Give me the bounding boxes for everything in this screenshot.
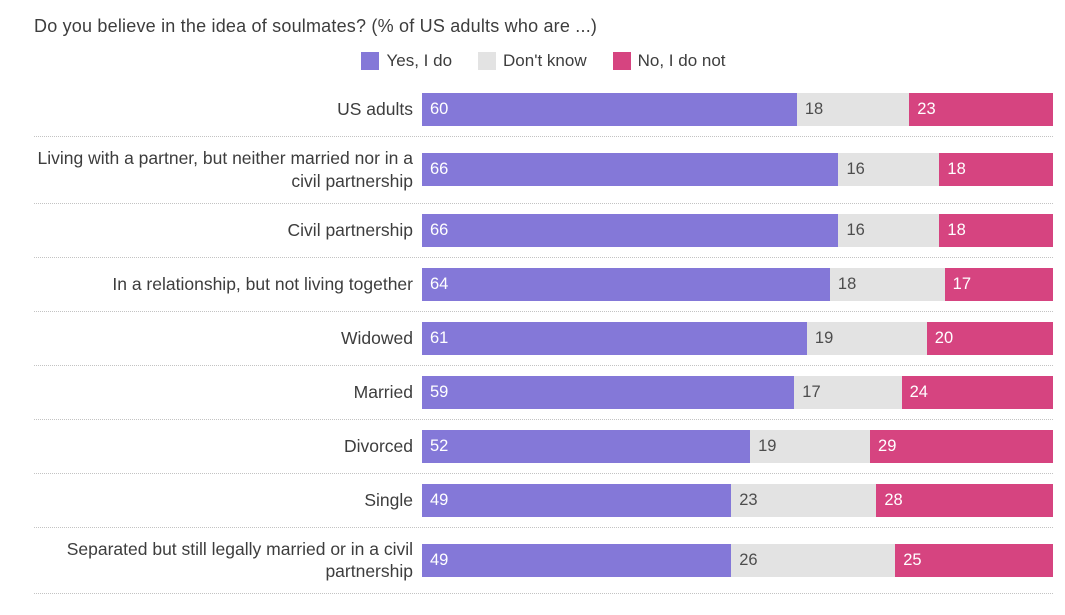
chart-row: Single 49 23 28 xyxy=(34,472,1053,527)
segment-value: 19 xyxy=(814,328,834,347)
stacked-bar: 66 16 18 xyxy=(422,153,1053,187)
bar-segment-don-t-know: 19 xyxy=(806,321,927,355)
bar-segment-no-i-do-not: 24 xyxy=(901,375,1053,409)
legend-label: Yes, I do xyxy=(386,51,453,70)
segment-value: 49 xyxy=(430,550,449,569)
bar-segment-yes-i-do: 52 xyxy=(422,429,751,463)
category-label: Divorced xyxy=(343,435,413,456)
legend-label: No, I do not xyxy=(637,51,726,70)
bar-segment-yes-i-do: 66 xyxy=(422,153,839,187)
segment-value: 20 xyxy=(934,328,954,347)
bar-segment-no-i-do-not: 18 xyxy=(939,153,1053,187)
stacked-bar: 66 16 18 xyxy=(422,213,1053,247)
chart-row: US adults 60 18 23 xyxy=(34,83,1053,136)
segment-value: 17 xyxy=(952,274,972,293)
chart-row: Divorced 52 19 29 xyxy=(34,418,1053,473)
bar-segment-no-i-do-not: 29 xyxy=(870,429,1053,463)
bar-segment-don-t-know: 19 xyxy=(750,429,871,463)
chart-title: Do you believe in the idea of soulmates?… xyxy=(34,16,598,36)
segment-value: 64 xyxy=(430,274,449,293)
soulmates-chart: Do you believe in the idea of soulmates?… xyxy=(34,16,1054,594)
bar-segment-yes-i-do: 60 xyxy=(422,93,797,126)
bar-segment-no-i-do-not: 17 xyxy=(944,267,1054,301)
segment-value: 24 xyxy=(909,382,928,401)
chart-row: Married 59 17 24 xyxy=(34,364,1053,419)
segment-value: 59 xyxy=(430,382,449,401)
category-label: Separated but still legally married or i… xyxy=(66,538,413,582)
chart-row: Widowed 61 19 20 xyxy=(34,310,1053,365)
bar-segment-no-i-do-not: 23 xyxy=(909,93,1053,126)
bar-segment-don-t-know: 18 xyxy=(796,93,910,126)
legend-item-yes-i-do: Yes, I do xyxy=(361,51,452,71)
segment-value: 18 xyxy=(837,274,857,293)
legend-item-no-i-do-not: No, I do not xyxy=(612,51,726,71)
bar-segment-yes-i-do: 66 xyxy=(422,213,839,247)
bar-segment-no-i-do-not: 20 xyxy=(926,321,1053,355)
segment-value: 18 xyxy=(947,160,966,179)
segment-value: 18 xyxy=(804,100,824,118)
bar-segment-don-t-know: 17 xyxy=(794,375,902,409)
bar-segment-no-i-do-not: 18 xyxy=(939,213,1053,247)
category-label: Married xyxy=(353,381,413,402)
category-label: US adults xyxy=(337,99,413,120)
stacked-bar: 64 18 17 xyxy=(422,267,1054,301)
legend-swatch-don-t-know xyxy=(478,52,497,70)
segment-value: 28 xyxy=(884,490,903,509)
legend-label: Don't know xyxy=(503,51,587,70)
bar-rows: US adults 60 18 23 Living with a partner, bu… xyxy=(34,83,1054,594)
bar-segment-don-t-know: 16 xyxy=(838,153,940,187)
bar-segment-don-t-know: 16 xyxy=(838,213,940,247)
bar-segment-don-t-know: 18 xyxy=(829,267,945,301)
legend-swatch-yes-i-do xyxy=(361,52,380,70)
stacked-bar: 52 19 29 xyxy=(422,429,1053,463)
stacked-bar: 49 23 28 xyxy=(422,483,1053,517)
stacked-bar: 49 26 25 xyxy=(422,543,1053,577)
segment-value: 61 xyxy=(430,328,449,347)
legend-swatch-no-i-do-not xyxy=(612,52,631,70)
bar-segment-yes-i-do: 49 xyxy=(422,483,732,517)
bar-segment-don-t-know: 26 xyxy=(731,543,896,577)
segment-value: 23 xyxy=(917,100,936,118)
bar-segment-yes-i-do: 64 xyxy=(422,267,830,301)
bar-segment-yes-i-do: 49 xyxy=(422,543,732,577)
chart-row: In a relationship, but not living togeth… xyxy=(34,256,1054,311)
legend-item-don-t-know: Don't know xyxy=(478,51,587,71)
segment-value: 49 xyxy=(430,490,449,509)
bar-segment-no-i-do-not: 28 xyxy=(876,483,1053,517)
segment-value: 29 xyxy=(878,436,897,455)
category-label: Living with a partner, but neither marri… xyxy=(37,148,413,191)
segment-value: 18 xyxy=(947,220,966,239)
segment-value: 66 xyxy=(430,220,449,239)
legend: Yes, I do Don't know No, I do not xyxy=(34,51,1053,71)
chart-row: Living with a partner, but neither marri… xyxy=(34,136,1053,203)
category-label: Single xyxy=(364,489,413,510)
stacked-bar: 60 18 23 xyxy=(422,93,1053,126)
segment-value: 26 xyxy=(739,550,758,569)
segment-value: 25 xyxy=(903,550,922,569)
bar-segment-no-i-do-not: 25 xyxy=(895,543,1053,577)
segment-value: 17 xyxy=(802,382,821,401)
segment-value: 60 xyxy=(430,100,449,118)
category-label: Civil partnership xyxy=(287,219,413,240)
bar-segment-yes-i-do: 59 xyxy=(422,375,795,409)
bar-segment-don-t-know: 23 xyxy=(731,483,877,517)
stacked-bar: 61 19 20 xyxy=(422,321,1053,355)
segment-value: 52 xyxy=(430,436,449,455)
bar-segment-yes-i-do: 61 xyxy=(422,321,807,355)
stacked-bar: 59 17 24 xyxy=(422,375,1053,409)
chart-row: Civil partnership 66 16 18 xyxy=(34,202,1053,257)
segment-value: 16 xyxy=(846,160,865,179)
segment-value: 66 xyxy=(430,160,449,179)
chart-row: Separated but still legally married or i… xyxy=(34,526,1053,594)
category-label: In a relationship, but not living togeth… xyxy=(112,273,413,294)
segment-value: 23 xyxy=(739,490,758,509)
category-label: Widowed xyxy=(341,327,413,348)
segment-value: 16 xyxy=(846,220,865,239)
segment-value: 19 xyxy=(758,436,777,455)
